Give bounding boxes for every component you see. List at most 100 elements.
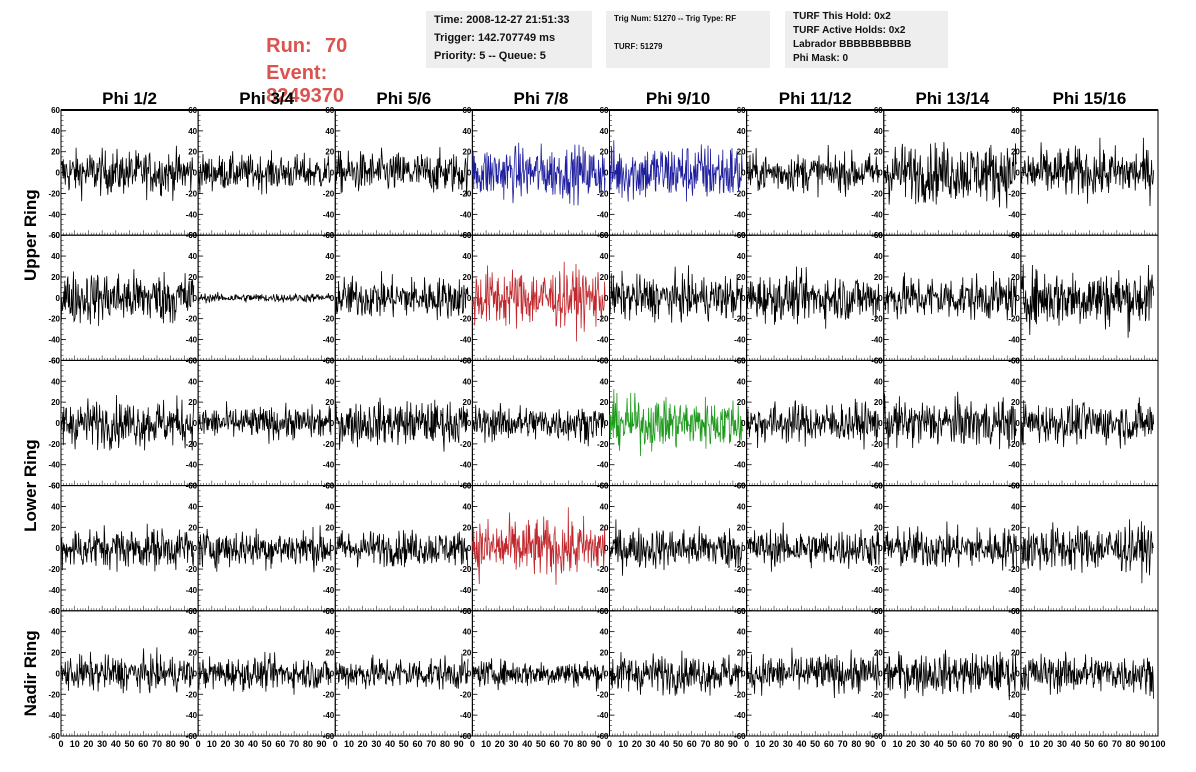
x-tick-label: 0 xyxy=(881,739,886,749)
y-tick-label: 60 xyxy=(462,482,471,491)
y-tick-label: -40 xyxy=(871,336,883,345)
x-tick-label: 70 xyxy=(563,739,573,749)
y-tick-label: 40 xyxy=(1011,628,1020,637)
y-tick-label: 60 xyxy=(51,106,60,115)
y-tick-label: -40 xyxy=(48,586,60,595)
y-tick-label: -20 xyxy=(323,690,335,699)
y-tick-label: 60 xyxy=(874,482,883,491)
y-tick-label: -60 xyxy=(323,607,335,616)
waveform-trace xyxy=(746,266,880,329)
y-tick-label: -60 xyxy=(734,231,746,240)
y-tick-label: 20 xyxy=(325,398,334,407)
x-tick-label: 50 xyxy=(810,739,820,749)
y-tick-label: -60 xyxy=(323,732,335,741)
x-tick-label: 80 xyxy=(851,739,861,749)
waveform-trace xyxy=(472,142,606,206)
y-tick-label: 0 xyxy=(604,544,609,553)
y-tick-label: -20 xyxy=(871,315,883,324)
y-tick-label: 40 xyxy=(600,252,609,261)
y-tick-label: 20 xyxy=(51,523,60,532)
y-tick-label: 60 xyxy=(188,106,197,115)
y-tick-label: 60 xyxy=(874,356,883,365)
x-tick-label: 10 xyxy=(207,739,217,749)
y-tick-label: 40 xyxy=(325,628,334,637)
y-tick-label: 20 xyxy=(188,523,197,532)
y-tick-label: 40 xyxy=(188,127,197,136)
y-tick-label: 60 xyxy=(325,231,334,240)
y-tick-label: 0 xyxy=(1015,169,1020,178)
y-tick-label: 60 xyxy=(462,607,471,616)
y-tick-label: 20 xyxy=(1011,398,1020,407)
y-tick-label: -20 xyxy=(597,315,609,324)
y-tick-label: -40 xyxy=(597,711,609,720)
x-tick-label: 0 xyxy=(607,739,612,749)
event-value: 8249370 xyxy=(266,85,344,107)
x-tick-label: 10 xyxy=(481,739,491,749)
y-tick-label: 0 xyxy=(467,169,472,178)
x-tick-label: 40 xyxy=(1071,739,1081,749)
y-tick-label: -60 xyxy=(460,231,472,240)
y-tick-label: 40 xyxy=(325,377,334,386)
y-tick-label: 0 xyxy=(330,294,335,303)
x-tick-label: 60 xyxy=(275,739,285,749)
y-tick-label: -60 xyxy=(1008,231,1020,240)
y-tick-label: 40 xyxy=(737,127,746,136)
column-header: Phi 11/12 xyxy=(779,89,852,108)
y-tick-label: 60 xyxy=(600,356,609,365)
x-tick-label: 0 xyxy=(196,739,201,749)
y-tick-label: -40 xyxy=(734,711,746,720)
turf-text: TURF: 51279 xyxy=(614,42,663,51)
y-tick-label: 0 xyxy=(741,544,746,553)
y-tick-label: 20 xyxy=(874,649,883,658)
x-tick-label: 70 xyxy=(1112,739,1122,749)
y-tick-label: -20 xyxy=(460,189,472,198)
y-tick-label: -40 xyxy=(734,461,746,470)
trigger-text: Trigger: 142.707749 ms xyxy=(434,32,556,44)
y-tick-label: 20 xyxy=(600,398,609,407)
y-tick-label: -60 xyxy=(48,356,60,365)
y-tick-label: -20 xyxy=(597,565,609,574)
y-tick-label: 20 xyxy=(600,523,609,532)
x-tick-label: 20 xyxy=(358,739,368,749)
event-label: Event: 8249370 xyxy=(255,39,344,108)
column-header: Phi 3/4 xyxy=(239,89,294,108)
y-tick-label: 40 xyxy=(51,628,60,637)
y-tick-label: 40 xyxy=(188,628,197,637)
y-tick-label: 0 xyxy=(56,169,61,178)
y-tick-label: 0 xyxy=(330,169,335,178)
waveform-trace xyxy=(198,150,332,195)
y-tick-label: 40 xyxy=(51,377,60,386)
row-label: Upper Ring xyxy=(21,189,40,281)
y-tick-label: -20 xyxy=(1008,189,1020,198)
y-tick-label: 60 xyxy=(737,231,746,240)
y-tick-label: 0 xyxy=(193,419,198,428)
x-tick-label: 10 xyxy=(1030,739,1040,749)
y-tick-label: -60 xyxy=(871,607,883,616)
y-tick-label: 40 xyxy=(188,502,197,511)
waveform-trace xyxy=(335,147,469,197)
x-tick-label: 20 xyxy=(1043,739,1053,749)
y-tick-label: -40 xyxy=(597,336,609,345)
y-tick-label: 60 xyxy=(600,607,609,616)
waveform-trace xyxy=(60,523,195,572)
y-tick-label: -20 xyxy=(871,690,883,699)
y-tick-label: 40 xyxy=(874,502,883,511)
y-tick-label: -40 xyxy=(1008,210,1020,219)
waveform-trace xyxy=(746,144,880,198)
y-tick-label: -60 xyxy=(597,607,609,616)
y-tick-label: 40 xyxy=(325,502,334,511)
y-tick-label: -40 xyxy=(460,336,472,345)
y-tick-label: 0 xyxy=(878,544,883,553)
